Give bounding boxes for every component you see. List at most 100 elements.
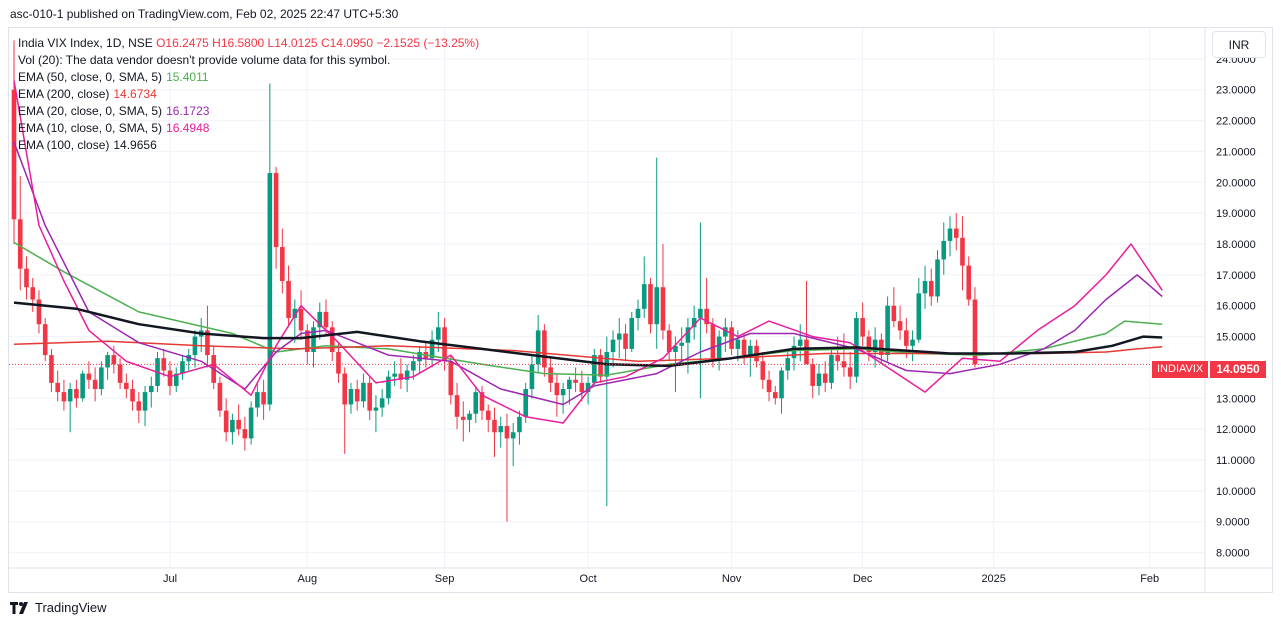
y-tick-label: 23.0000 [1216,85,1256,97]
candle-body [105,355,110,368]
candle-body [810,364,816,386]
candle-body [473,392,479,414]
candle-body [436,327,441,340]
footer-brand[interactable]: TradingView [10,600,107,615]
y-tick-label: 18.0000 [1216,239,1256,251]
y-tick-label: 19.0000 [1216,208,1256,220]
candle-body [404,370,410,380]
candle-body [729,327,734,349]
candle-body [535,330,541,365]
candle-body [928,281,934,297]
candle-body [560,389,566,396]
candle-body [797,339,803,346]
candle-body [248,407,254,439]
symbol-label[interactable]: India VIX Index, 1D, NSE [18,36,153,50]
candle-body [816,373,822,386]
last-price-value-tag: 14.0950 [1210,361,1266,378]
candle-body [111,355,117,365]
candle-body [741,339,747,356]
candle-body [392,373,397,377]
candle-body [124,382,129,390]
candle-body [148,385,154,393]
ema-line [13,80,1163,424]
currency-button[interactable]: INR [1212,31,1266,58]
x-tick-label: Aug [297,573,317,585]
volume-note[interactable]: Vol (20): The data vendor doesn't provid… [18,53,391,67]
legend-ema200[interactable]: EMA (200, close) 14.6734 [18,86,479,103]
candle-body [916,293,922,340]
candle-body [117,364,123,383]
candle-body [30,287,36,300]
candle-body [180,361,185,374]
candle-body [142,392,148,411]
candle-body [972,299,978,365]
indicator-name: EMA (50, close, 0, SMA, 5) [18,70,163,84]
candle-body [261,392,266,405]
candle-body [779,370,784,399]
candle-body [80,373,85,399]
candle-body [267,173,273,405]
candle-body [11,89,17,220]
candle-body [897,321,903,331]
indicator-value: 14.6734 [113,87,157,101]
candle-body [311,327,316,352]
indicator-value: 16.4948 [166,121,210,135]
legend-ema10[interactable]: EMA (10, close, 0, SMA, 5) 16.4948 [18,120,479,137]
candle-body [517,416,522,433]
y-tick-label: 11.0000 [1216,455,1255,467]
candle-body [847,367,853,377]
candle-body [910,339,915,346]
candle-body [342,373,348,405]
candle-body [492,419,497,433]
candle-body [167,370,173,386]
candle-body [292,308,298,319]
candle-body [304,330,310,352]
candle-body [504,426,510,439]
candle-body [379,398,385,408]
candle-body [735,339,741,349]
candle-body [635,308,641,319]
candle-body [498,426,504,433]
candle-body [161,358,167,371]
candle-body [49,355,54,383]
candle-body [485,410,491,420]
candle-body [891,305,897,322]
legend-symbol-row: India VIX Index, 1D, NSE O16.2475 H16.58… [18,35,479,52]
candle-body [598,355,603,377]
candle-body [935,259,940,297]
published-caption: asc-010-1 published on TradingView.com, … [10,7,399,21]
candle-body [373,407,379,411]
y-tick-label: 8.0000 [1216,548,1250,560]
candle-body [323,311,329,328]
legend-ema50[interactable]: EMA (50, close, 0, SMA, 5) 15.4011 [18,69,479,86]
candle-body [616,333,622,340]
ohlc-high: H16.5800 [212,36,265,50]
candle-body [567,379,572,390]
chart-frame[interactable] [8,27,1273,593]
indicator-name: EMA (200, close) [18,87,110,101]
candle-body [829,355,834,383]
candle-body [398,373,404,380]
candle-body [685,327,691,343]
candle-body [460,416,466,420]
x-tick-label: Dec [853,573,873,585]
candle-body [417,352,422,362]
candle-body [904,330,909,346]
candle-body [542,330,547,368]
legend-ema100[interactable]: EMA (100, close) 14.9656 [18,137,479,154]
candle-body [760,361,766,380]
candle-body [785,358,791,371]
candle-body [822,373,828,383]
x-tick-label: Jul [163,573,177,585]
candle-body [947,228,953,241]
candle-body [55,382,60,393]
candle-body [217,382,223,411]
x-tick-label: Oct [580,573,597,585]
candle-body [354,389,360,402]
x-tick-label: Nov [722,573,742,585]
candle-body [716,336,722,359]
candle-body [629,318,635,349]
legend-ema20[interactable]: EMA (20, close, 0, SMA, 5) 16.1723 [18,103,479,120]
candle-body [879,339,884,356]
